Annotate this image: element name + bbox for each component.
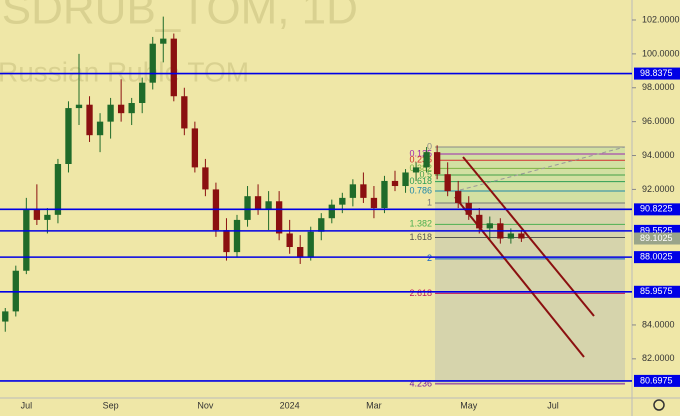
- fib-label: 0.236: [409, 155, 432, 165]
- candle-body: [54, 163, 62, 215]
- x-tick-label: 2024: [280, 400, 300, 410]
- fib-label: 1.618: [409, 232, 432, 242]
- candle-body: [381, 180, 388, 209]
- candle-body: [117, 104, 125, 114]
- candle-body: [402, 172, 409, 187]
- watermark-subtitle: Russian Ruble TOM: [0, 56, 249, 87]
- candle-body: [2, 311, 9, 322]
- candle-body: [518, 233, 525, 239]
- level-label: 98.8375: [640, 68, 673, 78]
- level-label: 88.0025: [640, 252, 673, 262]
- channel-line: [454, 196, 585, 358]
- candle-body: [202, 167, 209, 190]
- y-tick-label: 100.0000: [642, 48, 680, 58]
- candle-body: [391, 180, 399, 187]
- fib-label: 0.125: [409, 148, 432, 158]
- candle-body: [160, 38, 167, 44]
- fib-label: 0.618: [409, 176, 432, 186]
- candle-body: [233, 219, 241, 253]
- y-tick-label: 98.0000: [642, 82, 675, 92]
- candle-body: [23, 209, 30, 271]
- candle-body: [307, 231, 314, 258]
- candle-body: [412, 167, 420, 173]
- candle-body: [44, 214, 51, 220]
- candle-body: [181, 96, 188, 129]
- x-tick-label: Mar: [366, 400, 382, 410]
- x-tick-label: Sep: [103, 400, 119, 410]
- candle-body: [360, 184, 367, 198]
- candle-body: [244, 196, 251, 220]
- candle-body: [33, 209, 41, 220]
- y-tick-label: 82.0000: [642, 353, 675, 363]
- y-tick-label: 92.0000: [642, 184, 675, 194]
- candle-body: [149, 43, 156, 83]
- candle-body: [107, 104, 114, 122]
- x-tick-label: May: [460, 400, 478, 410]
- x-tick-label: Jul: [547, 400, 559, 410]
- candle-body: [65, 108, 72, 164]
- trend-line: [459, 146, 626, 191]
- candle-body: [455, 191, 462, 203]
- price-label: 89.1025: [640, 233, 673, 243]
- candle-body: [86, 104, 93, 136]
- fib-label: 1.382: [409, 219, 432, 229]
- fib-label: 0: [427, 141, 432, 151]
- level-label: 90.8225: [640, 204, 673, 214]
- candle-body: [286, 233, 293, 248]
- candle-body: [423, 152, 430, 168]
- y-tick-label: 102.0000: [642, 14, 680, 24]
- y-tick-label: 84.0000: [642, 319, 675, 329]
- fib-label: 2: [427, 253, 432, 263]
- candle-body: [486, 223, 493, 229]
- candle-body: [139, 82, 146, 104]
- fib-label: 0.786: [409, 185, 432, 195]
- candle-body: [370, 197, 378, 209]
- candle-body: [254, 196, 262, 210]
- candle-body: [507, 233, 515, 239]
- x-tick-label: Jul: [21, 400, 33, 410]
- watermark: USDRUB_TOM, 1D: [0, 0, 358, 34]
- level-label-box: [634, 251, 680, 264]
- candle-body: [128, 103, 135, 114]
- y-tick-label: 94.0000: [642, 150, 675, 160]
- candle-body: [476, 214, 483, 229]
- candle-body: [223, 230, 230, 253]
- fib-label: 4.236: [409, 378, 432, 388]
- fib-label: 2.618: [409, 288, 432, 298]
- candle-body: [297, 247, 304, 258]
- candle-body: [444, 174, 451, 192]
- candle-body: [96, 121, 104, 136]
- level-label: 89.5525: [640, 225, 673, 235]
- fib-label: 0.382: [409, 163, 432, 173]
- candle-body: [275, 201, 283, 234]
- level-label: 85.9575: [640, 286, 673, 296]
- level-label-box: [634, 374, 680, 387]
- settings-icon[interactable]: [653, 399, 665, 411]
- candle-body: [191, 128, 199, 168]
- candle-body: [170, 38, 177, 97]
- level-label-box: [634, 285, 680, 298]
- candle-body: [349, 184, 357, 198]
- level-label-box: [634, 203, 680, 216]
- candle-body: [318, 218, 325, 232]
- channel-line: [462, 156, 595, 317]
- y-tick-label: 96.0000: [642, 116, 675, 126]
- level-label-box: [634, 67, 680, 80]
- candle-body: [328, 204, 335, 219]
- fib-label: 0.5: [419, 169, 432, 179]
- candle-body: [433, 152, 441, 175]
- candle-body: [75, 104, 83, 109]
- level-label: 80.6975: [640, 375, 673, 385]
- price-label-box: [634, 232, 680, 245]
- fib-label: 1: [427, 197, 432, 207]
- candle-body: [339, 197, 346, 205]
- candle-body: [265, 201, 272, 210]
- x-tick-label: Nov: [197, 400, 214, 410]
